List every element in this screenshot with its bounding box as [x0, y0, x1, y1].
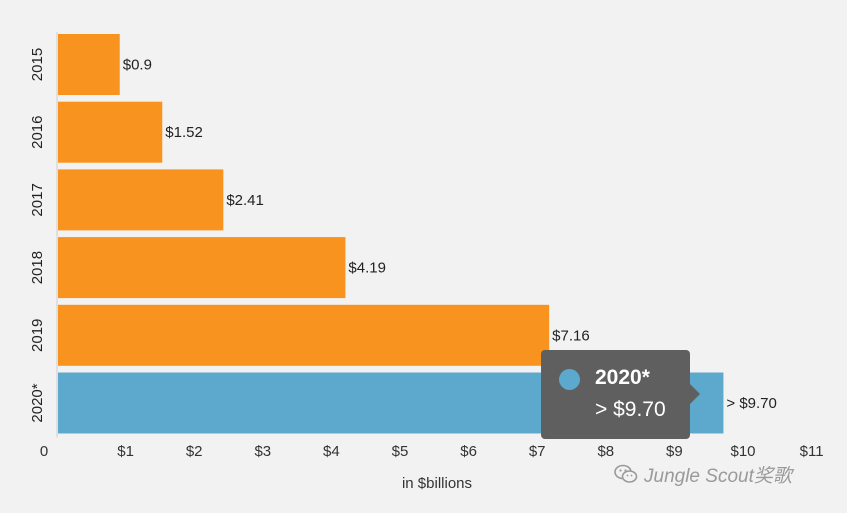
- data-label: $4.19: [348, 260, 386, 277]
- data-label: > $9.70: [726, 395, 776, 412]
- category-label: 2019: [29, 319, 46, 352]
- x-tick-label: $11: [800, 443, 824, 460]
- data-label: $1.52: [165, 124, 203, 141]
- bar-2017: [58, 169, 224, 231]
- x-tick-label: $8: [597, 443, 614, 460]
- x-tick-label: $10: [730, 443, 755, 460]
- series-dot-icon: [559, 369, 580, 390]
- watermark: Jungle Scout奖歌: [614, 460, 792, 488]
- x-tick-label: $1: [117, 443, 134, 460]
- bar-2016: [58, 101, 163, 163]
- x-tick-label: 0: [40, 443, 48, 460]
- x-tick-label: $3: [254, 443, 271, 460]
- bar-2019: [58, 304, 550, 366]
- data-label: $7.16: [552, 327, 590, 344]
- data-label: $2.41: [226, 192, 264, 209]
- wechat-icon: [614, 463, 638, 485]
- category-label: 2018: [29, 251, 46, 284]
- category-label: 2020*: [29, 383, 46, 422]
- tooltip-value: > $9.70: [595, 398, 666, 421]
- tooltip-title: 2020*: [595, 366, 650, 389]
- x-tick-label: $7: [529, 443, 546, 460]
- x-tick-label: $9: [666, 443, 683, 460]
- x-tick-label: $6: [460, 443, 477, 460]
- category-label: 2015: [29, 48, 46, 81]
- bar-2015: [58, 34, 120, 95]
- x-axis-title: in $billions: [402, 475, 472, 492]
- bar-2018: [58, 237, 346, 299]
- x-tick-label: $4: [323, 443, 340, 460]
- x-tick-label: $2: [186, 443, 203, 460]
- watermark-text: Jungle Scout奖歌: [644, 465, 792, 487]
- data-label: $0.9: [123, 57, 152, 74]
- category-label: 2017: [29, 183, 46, 216]
- tooltip: 2020* > $9.70: [541, 350, 700, 439]
- category-label: 2016: [29, 116, 46, 149]
- x-tick-label: $5: [392, 443, 409, 460]
